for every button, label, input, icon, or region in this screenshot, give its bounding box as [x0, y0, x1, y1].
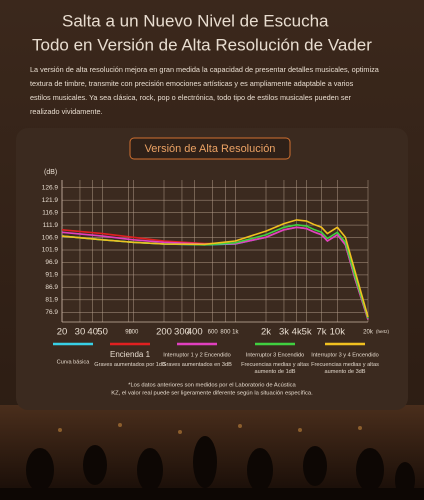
legend-label: Encienda 1 [110, 350, 151, 359]
paragraph-line: La versión de alta resolución mejora en … [30, 65, 380, 74]
paragraph-line: textura de timbre, transmite con precisi… [30, 79, 354, 88]
y-tick-label: 111.9 [43, 222, 59, 229]
x-tick-label: 5k [302, 327, 312, 338]
series-line [61, 219, 369, 318]
legend-description: Frecuencias medias y altas aumento de 3d… [311, 362, 379, 375]
legend-description-box: Graves aumentados en 3dB [162, 362, 232, 368]
legend-description-box: Frecuencias medias y altas aumento de 3d… [311, 362, 379, 375]
x-tick-label: 2k [261, 327, 271, 338]
y-tick-label: 81.9 [45, 297, 58, 304]
paragraph-line: realizado vividamente. [30, 107, 103, 116]
paragraph-line: estilos musicales. Ya sea clásica, rock,… [30, 93, 352, 102]
x-tick-label: 800 [220, 330, 231, 336]
x-tick-label: 20k [363, 330, 374, 336]
title-line: Salta a un Nuevo Nivel de Escucha [62, 11, 329, 30]
x-tick-label: 600 [208, 330, 219, 336]
x-tick-label: 100 [128, 330, 139, 336]
x-axis-label: (hertz) [376, 329, 390, 334]
x-tick-label: 7k [316, 327, 326, 338]
y-tick-label: 116.9 [42, 209, 58, 216]
x-tick-label: 30 [75, 327, 86, 338]
legend-description-box: Graves aumentados por 1dB [94, 362, 166, 368]
x-tick-label: 200 [156, 327, 172, 338]
legend-label: Interruptor 3 y 4 Encendido [311, 352, 378, 358]
legend-description-box: Frecuencias medias y altas aumento de 1d… [241, 362, 309, 375]
x-tick-label: 10k [330, 327, 346, 338]
x-tick-label: 50 [97, 327, 108, 338]
y-tick-label: 101.9 [42, 247, 59, 254]
stage-lights [58, 423, 362, 434]
y-axis-label: (dB) [44, 169, 57, 176]
orchestra-silhouettes [0, 436, 424, 500]
x-tick-label: 300 [174, 327, 190, 338]
chart-panel [16, 128, 408, 410]
legend-description: Frecuencias medias y altas aumento de 1d… [241, 362, 309, 375]
y-tick-label: 106.9 [42, 234, 59, 241]
legend-description: Graves aumentados por 1dB [94, 362, 166, 368]
series-line [61, 226, 369, 320]
x-tick-label: 4k [292, 327, 302, 338]
y-tick-label: 76.9 [45, 309, 58, 316]
y-tick-label: 121.9 [42, 197, 59, 204]
x-tick-label: 3k [279, 327, 289, 338]
x-tick-label: 20 [57, 327, 68, 338]
y-tick-label: 126.9 [42, 184, 59, 191]
y-tick-label: 91.9 [45, 272, 58, 279]
x-tick-label: 1k [232, 330, 239, 336]
footnote: *Los datos anteriores son medidos por el… [128, 383, 296, 389]
legend-label: Interruptor 3 Encendido [246, 352, 304, 358]
x-tick-label: 400 [187, 327, 203, 338]
title-line: Todo en Versión de Alta Resolución de Va… [32, 35, 372, 54]
legend-label: Interruptor 1 y 2 Encendido [163, 352, 230, 358]
chart-title-box [129, 137, 291, 160]
legend-label: Curva básica [57, 359, 91, 365]
chart-title: Versión de Alta Resolución [145, 143, 276, 155]
y-tick-label: 86.9 [45, 284, 58, 291]
footnote: KZ, el valor real puede ser ligeramente … [111, 391, 313, 397]
x-tick-label: 90 [125, 330, 132, 336]
y-tick-label: 96.9 [45, 259, 58, 266]
x-tick-label: 40 [87, 327, 98, 338]
legend-description: Graves aumentados en 3dB [162, 362, 232, 368]
